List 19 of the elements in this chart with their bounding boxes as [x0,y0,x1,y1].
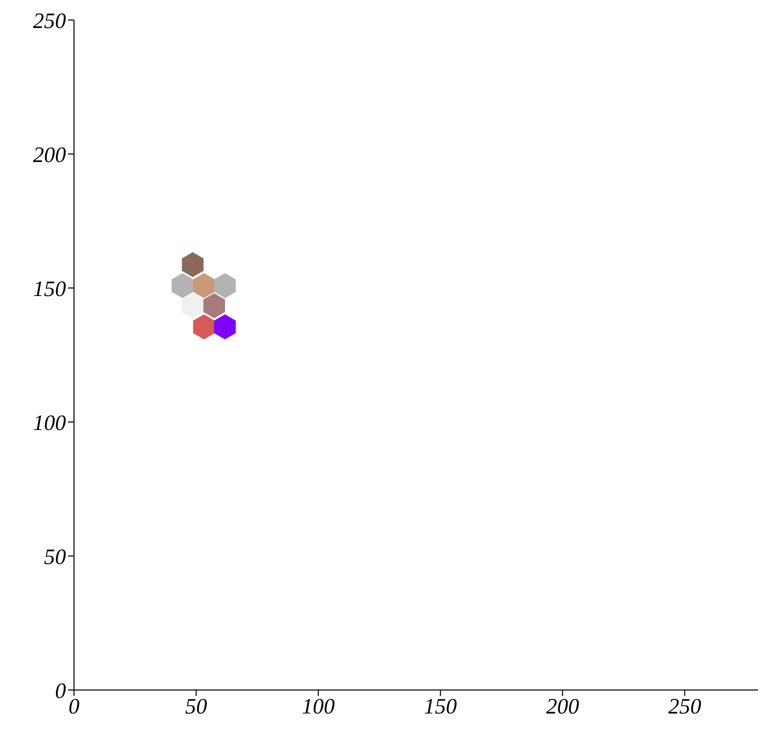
point [214,314,236,340]
point [182,252,204,278]
y-tick-label: 200 [33,142,66,167]
point [182,293,204,318]
point [203,293,226,318]
y-tick-label: 0 [55,678,66,703]
y-tick-label: 50 [44,544,66,569]
y-tick-label: 250 [33,8,66,33]
point [193,273,215,298]
x-tick-label: 50 [185,694,208,719]
x-tick-label: 250 [668,694,702,719]
x-tick-label: 100 [302,694,335,719]
point [172,273,194,298]
y-tick-label: 100 [33,410,66,435]
x-tick-label: 200 [546,694,580,719]
y-tick-label: 150 [33,276,66,301]
point [214,273,236,298]
point [193,314,215,340]
x-tick-label: 150 [424,694,457,719]
